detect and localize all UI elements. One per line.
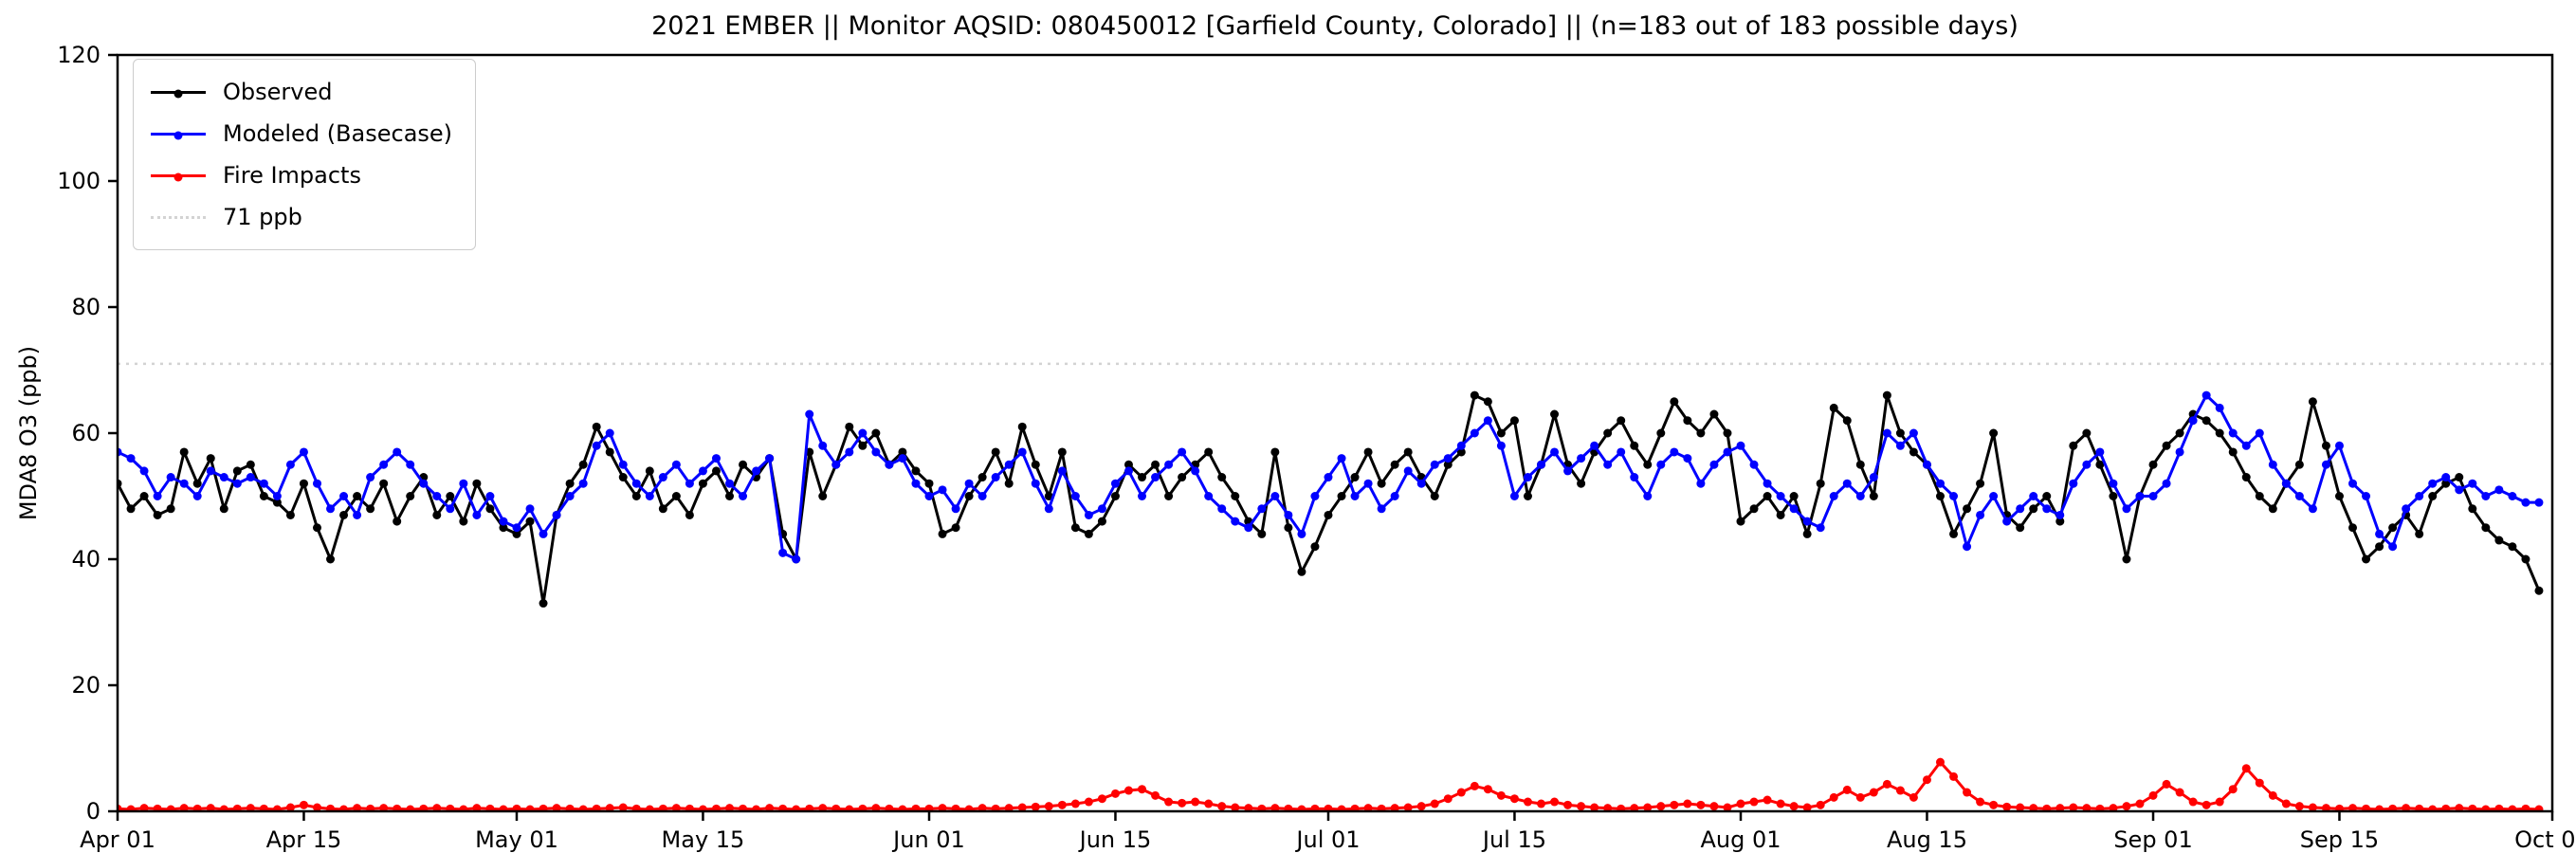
legend-entry-fire-impacts: Fire Impacts: [151, 154, 452, 196]
svg-text:60: 60: [71, 420, 100, 446]
svg-text:100: 100: [57, 168, 100, 194]
svg-text:Jun 15: Jun 15: [1078, 826, 1152, 853]
threshold-line-swatch: [151, 215, 206, 219]
legend-label-threshold: 71 ppb: [223, 204, 302, 230]
svg-text:0: 0: [86, 798, 100, 825]
svg-text:Aug 01: Aug 01: [1700, 826, 1781, 853]
svg-text:Jul 01: Jul 01: [1294, 826, 1360, 853]
observed-line-swatch: [151, 89, 206, 98]
modeled-marker-dot: [174, 131, 183, 139]
svg-text:Sep 01: Sep 01: [2113, 826, 2192, 853]
legend-entry-observed: Observed: [151, 71, 452, 113]
svg-text:Aug 15: Aug 15: [1887, 826, 1967, 853]
legend-label-observed: Observed: [223, 79, 333, 105]
svg-text:120: 120: [57, 42, 100, 68]
legend-entry-modeled: Modeled (Basecase): [151, 113, 452, 154]
svg-text:Jul 15: Jul 15: [1481, 826, 1546, 853]
legend-label-fire-impacts: Fire Impacts: [223, 162, 361, 189]
svg-text:Apr 01: Apr 01: [80, 826, 155, 853]
chart-title: 2021 EMBER || Monitor AQSID: 080450012 […: [651, 11, 2019, 41]
svg-text:May 01: May 01: [475, 826, 558, 853]
modeled-line-swatch: [151, 131, 206, 139]
svg-text:20: 20: [71, 672, 100, 699]
svg-text:Sep 15: Sep 15: [2300, 826, 2379, 853]
legend-label-modeled: Modeled (Basecase): [223, 120, 453, 147]
svg-text:May 15: May 15: [662, 826, 745, 853]
observed-marker-dot: [174, 89, 183, 98]
svg-text:Oct 01: Oct 01: [2514, 826, 2576, 853]
svg-text:Apr 15: Apr 15: [266, 826, 342, 853]
fire-impacts-marker-dot: [174, 172, 183, 181]
svg-text:40: 40: [71, 546, 100, 572]
svg-text:Jun 01: Jun 01: [891, 826, 965, 853]
legend: Observed Modeled (Basecase) Fire Impacts…: [133, 59, 477, 250]
legend-entry-threshold: 71 ppb: [151, 196, 452, 238]
fire-impacts-line-swatch: [151, 172, 206, 181]
svg-text:80: 80: [71, 294, 100, 320]
